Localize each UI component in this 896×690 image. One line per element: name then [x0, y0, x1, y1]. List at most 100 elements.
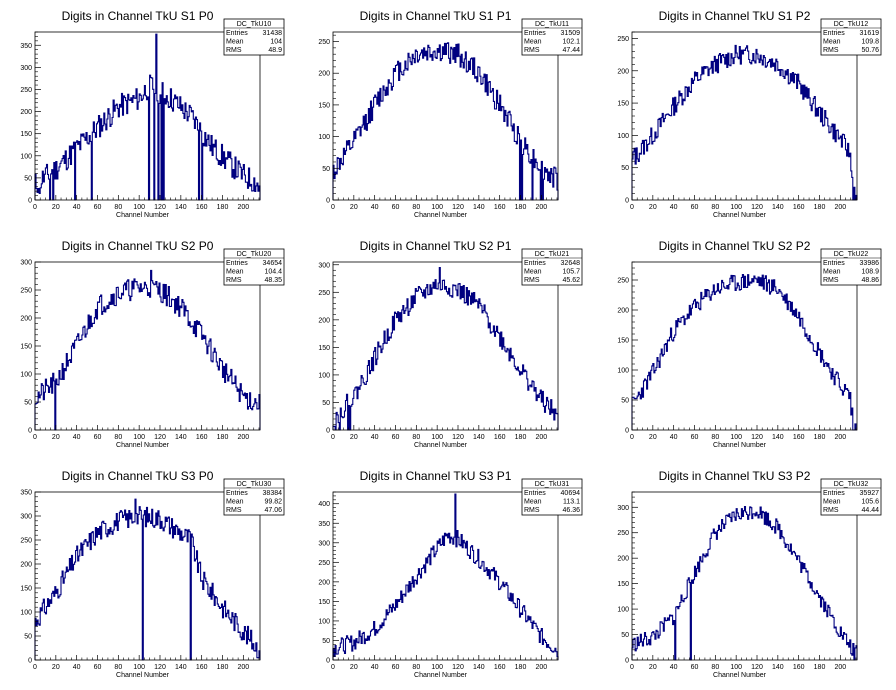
x-tick-label: 160 [494, 434, 506, 441]
y-tick-label: 50 [621, 632, 629, 639]
panel-title: Digits in Channel TkU S3 P2 [659, 469, 811, 483]
stats-value: 31619 [860, 30, 880, 37]
stats-key: RMS [524, 277, 540, 284]
x-tick-label: 100 [730, 204, 742, 211]
stats-name: DC_TkU30 [237, 481, 272, 488]
x-tick-label: 200 [237, 434, 249, 441]
histogram-series [631, 505, 858, 661]
stats-key: Entries [823, 490, 845, 497]
y-tick-label: 50 [621, 165, 629, 172]
x-tick-label: 80 [711, 204, 719, 211]
x-tick-label: 40 [670, 664, 678, 671]
stats-key: RMS [226, 277, 242, 284]
x-tick-label: 200 [535, 434, 547, 441]
stats-value: 31509 [561, 30, 581, 37]
stats-value: 105.6 [861, 499, 879, 506]
x-tick-label: 180 [814, 664, 826, 671]
x-tick-label: 120 [751, 204, 763, 211]
x-tick-label: 100 [133, 434, 145, 441]
x-tick-label: 0 [331, 204, 335, 211]
x-tick-label: 0 [33, 664, 37, 671]
x-tick-label: 120 [452, 204, 464, 211]
stats-value: 31438 [263, 30, 283, 37]
y-tick-label: 200 [318, 317, 330, 324]
stats-key: Mean [823, 499, 841, 506]
y-tick-label: 100 [20, 153, 32, 160]
stats-value: 105.7 [562, 269, 580, 276]
y-tick-label: 350 [20, 490, 32, 497]
y-tick-label: 150 [617, 101, 629, 108]
x-tick-label: 100 [133, 664, 145, 671]
stats-key: RMS [823, 47, 839, 54]
x-tick-label: 180 [515, 664, 527, 671]
x-tick-label: 60 [94, 664, 102, 671]
x-tick-label: 60 [94, 204, 102, 211]
stats-name: DC_TkU31 [535, 481, 570, 488]
y-tick-label: 150 [617, 581, 629, 588]
x-tick-label: 40 [73, 204, 81, 211]
stats-key: Mean [524, 39, 542, 46]
y-tick-label: 150 [318, 345, 330, 352]
x-tick-label: 180 [814, 204, 826, 211]
y-tick-label: 100 [318, 372, 330, 379]
y-tick-label: 50 [322, 166, 330, 173]
histogram-series [332, 266, 559, 431]
stats-box [223, 478, 285, 516]
x-tick-label: 20 [52, 434, 60, 441]
histogram-series [34, 269, 261, 431]
x-axis-label: Channel Number [414, 672, 468, 679]
x-axis-label: Channel Number [414, 442, 468, 449]
x-tick-label: 120 [452, 664, 464, 671]
stats-key: RMS [226, 47, 242, 54]
panel-title: Digits in Channel TkU S1 P0 [62, 9, 214, 23]
y-tick-label: 250 [20, 538, 32, 545]
stats-box [521, 18, 583, 56]
stats-key: RMS [823, 507, 839, 514]
x-tick-label: 180 [814, 434, 826, 441]
x-tick-label: 80 [711, 664, 719, 671]
stats-value: 45.62 [562, 277, 580, 284]
x-tick-label: 0 [331, 664, 335, 671]
x-tick-label: 160 [793, 204, 805, 211]
histogram-panel: Digits in Channel TkU S1 P1 0 20 40 60 80 100 1… [318, 9, 583, 219]
stats-key: Entries [524, 260, 546, 267]
y-tick-label: 200 [617, 308, 629, 315]
stats-key: Entries [823, 30, 845, 37]
y-tick-label: 100 [20, 610, 32, 617]
y-tick-label: 350 [318, 521, 330, 528]
x-axis-label: Channel Number [116, 672, 170, 679]
y-tick-label: 0 [625, 658, 629, 665]
x-tick-label: 100 [133, 204, 145, 211]
x-tick-label: 20 [52, 204, 60, 211]
stats-value: 104 [270, 39, 282, 46]
histogram-panel: Digits in Channel TkU S2 P0 0 20 40 60 80 100 1… [20, 239, 285, 449]
x-tick-label: 60 [392, 664, 400, 671]
y-tick-label: 100 [617, 368, 629, 375]
x-axis-label: Channel Number [713, 442, 767, 449]
histogram-series [34, 498, 261, 661]
stats-key: Mean [524, 269, 542, 276]
x-tick-label: 120 [154, 664, 166, 671]
histogram-series [34, 33, 261, 201]
stats-box [820, 478, 882, 516]
y-tick-label: 50 [621, 398, 629, 405]
y-tick-label: 400 [318, 501, 330, 508]
x-tick-label: 60 [691, 664, 699, 671]
y-tick-label: 0 [28, 428, 32, 435]
histogram-panel: Digits in Channel TkU S3 P0 0 20 40 60 80 100 1… [20, 469, 285, 679]
plot-frame [34, 31, 261, 201]
x-tick-label: 140 [772, 204, 784, 211]
stats-key: Mean [823, 39, 841, 46]
y-tick-label: 100 [318, 618, 330, 625]
stats-key: RMS [226, 507, 242, 514]
x-tick-label: 180 [217, 204, 229, 211]
y-tick-label: 150 [20, 586, 32, 593]
stats-key: Entries [823, 260, 845, 267]
stats-name: DC_TkU21 [535, 251, 570, 258]
x-tick-label: 60 [392, 204, 400, 211]
x-tick-label: 80 [114, 434, 122, 441]
y-tick-label: 300 [617, 505, 629, 512]
y-tick-label: 250 [318, 560, 330, 567]
stats-value: 113.1 [563, 499, 580, 506]
panel-title: Digits in Channel TkU S1 P1 [360, 9, 512, 23]
